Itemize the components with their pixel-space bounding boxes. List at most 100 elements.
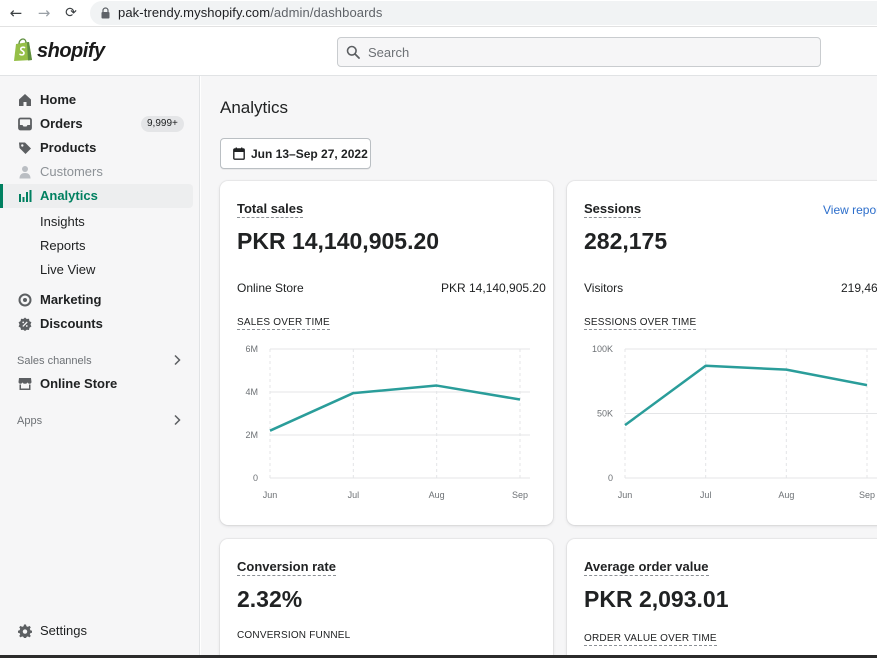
total-sales-card: Total sales PKR 14,140,905.20 Online Sto…: [220, 181, 553, 525]
apps-heading[interactable]: Apps: [17, 415, 43, 427]
card-title[interactable]: Conversion rate: [237, 559, 336, 576]
sessions-value: 282,175: [584, 228, 668, 254]
sidebar-item-marketing[interactable]: Marketing: [0, 288, 193, 312]
data-point[interactable]: [517, 397, 523, 403]
sidebar-item-label: Settings: [40, 623, 87, 638]
sidebar-item-home[interactable]: Home: [0, 88, 193, 112]
sidebar-item-products[interactable]: Products: [0, 136, 193, 160]
orders-count-badge: 9,999+: [141, 116, 184, 132]
visitors-label: Visitors: [584, 281, 624, 295]
main-content: Analytics Jun 13–Sep 27, 2022 Total sale…: [201, 76, 877, 658]
active-indicator: [0, 184, 3, 208]
sales-channels-heading[interactable]: Sales channels: [17, 355, 92, 367]
total-sales-value: PKR 14,140,905.20: [237, 228, 440, 254]
x-tick-label: Jun: [263, 490, 278, 500]
data-point[interactable]: [267, 428, 273, 434]
sidebar-item-customers[interactable]: Customers: [0, 160, 193, 184]
search-input[interactable]: [368, 42, 808, 62]
sidebar-item-label: Online Store: [40, 376, 118, 391]
card-title[interactable]: Average order value: [584, 559, 709, 576]
y-tick-label: 0: [253, 473, 258, 483]
chevron-right-icon[interactable]: [172, 414, 182, 426]
chart-label[interactable]: SALES OVER TIME: [237, 317, 330, 330]
sidebar-subitem-reports[interactable]: Reports: [40, 238, 86, 253]
sidebar-item-settings[interactable]: Settings: [0, 619, 193, 643]
discount-icon: [18, 317, 32, 331]
series-line: [624, 364, 868, 427]
date-range-label: Jun 13–Sep 27, 2022: [251, 147, 368, 161]
y-tick-label: 100K: [592, 344, 613, 354]
sidebar-item-label: Products: [40, 140, 97, 155]
y-tick-label: 2M: [245, 430, 258, 440]
reload-icon[interactable]: ⟳: [65, 5, 77, 21]
sales-over-time-chart: 0 2M 4M 6M Jun Jul Aug Sep: [245, 344, 530, 500]
shopify-bag-icon[interactable]: [13, 38, 33, 62]
address-bar[interactable]: pak-trendy.myshopify.com/admin/dashboard…: [90, 1, 877, 25]
x-tick-label: Aug: [429, 490, 445, 500]
chart-label[interactable]: SESSIONS OVER TIME: [584, 317, 697, 330]
back-arrow-icon[interactable]: ←: [9, 4, 23, 22]
x-tick-label: Sep: [512, 490, 528, 500]
x-tick-label: Sep: [859, 490, 875, 500]
conversion-rate-value: 2.32%: [237, 586, 303, 612]
search-bar[interactable]: [337, 37, 821, 67]
x-tick-label: Jun: [618, 490, 633, 500]
visitors-value: 219,465: [841, 281, 877, 295]
data-point[interactable]: [622, 422, 628, 428]
data-point[interactable]: [864, 382, 870, 388]
average-order-value: PKR 2,093.01: [584, 586, 729, 612]
chart-label[interactable]: CONVERSION FUNNEL: [237, 630, 351, 641]
browser-toolbar: ← → ⟳ pak-trendy.myshopify.com/admin/das…: [0, 0, 877, 27]
shopify-logo[interactable]: shopify: [37, 40, 105, 62]
y-tick-label: 0: [608, 473, 613, 483]
sidebar-item-label: Discounts: [40, 316, 103, 331]
url-text: pak-trendy.myshopify.com/admin/dashboard…: [118, 5, 382, 20]
y-tick-label: 4M: [245, 387, 258, 397]
data-point[interactable]: [434, 383, 440, 389]
online-store-value: PKR 14,140,905.20: [441, 281, 546, 295]
series-line: [269, 384, 521, 432]
date-range-button[interactable]: Jun 13–Sep 27, 2022: [220, 138, 371, 169]
tag-icon: [19, 142, 31, 154]
x-tick-label: Jul: [700, 490, 712, 500]
sessions-card: Sessions View report 282,175 Visitors 21…: [567, 181, 877, 525]
taskbar-strip: [0, 655, 877, 658]
person-icon: [19, 166, 31, 179]
card-title[interactable]: Sessions: [584, 201, 642, 218]
sidebar-subitem-insights[interactable]: Insights: [40, 214, 85, 229]
sidebar-item-label: Orders: [40, 116, 83, 131]
data-point[interactable]: [350, 390, 356, 396]
data-point[interactable]: [783, 367, 789, 373]
sidebar-item-analytics[interactable]: Analytics: [0, 184, 193, 208]
sidebar-item-discounts[interactable]: Discounts: [0, 312, 193, 336]
data-point[interactable]: [703, 363, 709, 369]
forward-arrow-icon[interactable]: →: [37, 4, 51, 22]
chart-label[interactable]: ORDER VALUE OVER TIME: [584, 633, 717, 646]
shopify-top-bar: shopify: [0, 27, 877, 76]
average-order-value-card: Average order value PKR 2,093.01 ORDER V…: [567, 539, 877, 658]
lock-icon: [101, 7, 110, 19]
chevron-right-icon[interactable]: [172, 354, 182, 366]
y-tick-label: 50K: [597, 409, 613, 419]
inbox-icon: [18, 117, 32, 131]
online-store-label: Online Store: [237, 281, 304, 295]
x-tick-label: Jul: [348, 490, 360, 500]
url-path: /admin/dashboards: [270, 5, 383, 20]
sidebar-subitem-live-view[interactable]: Live View: [40, 262, 96, 277]
page-title: Analytics: [220, 98, 289, 117]
home-icon: [19, 94, 31, 106]
view-report-link[interactable]: View report: [823, 203, 877, 217]
sidebar-item-online-store[interactable]: Online Store: [0, 372, 193, 396]
sidebar-item-orders[interactable]: Orders 9,999+: [0, 112, 193, 136]
sidebar-item-label: Analytics: [40, 188, 98, 203]
card-title[interactable]: Total sales: [237, 201, 304, 218]
sidebar-item-label: Marketing: [40, 292, 102, 307]
store-icon: [18, 378, 32, 390]
x-tick-label: Aug: [778, 490, 794, 500]
y-tick-label: 6M: [245, 344, 258, 354]
sidebar-item-label: Home: [40, 92, 77, 107]
sessions-over-time-chart: 0 50K 100K Jun Jul Aug Sep: [592, 344, 877, 500]
sidebar: Home Orders 9,999+ Products Customers: [0, 76, 200, 658]
target-icon: [18, 293, 32, 307]
